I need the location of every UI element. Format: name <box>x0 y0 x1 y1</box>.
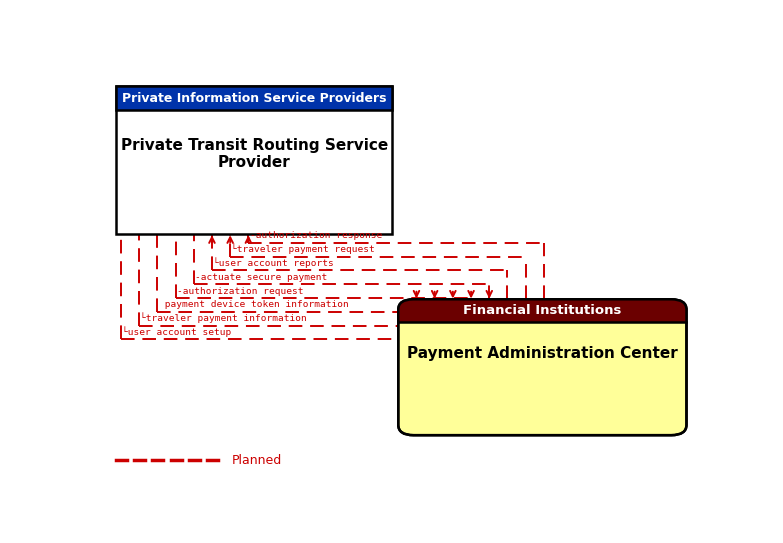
FancyBboxPatch shape <box>399 299 687 435</box>
Text: └user account setup: └user account setup <box>122 326 232 337</box>
Text: Financial Institutions: Financial Institutions <box>464 304 622 317</box>
Text: Payment Administration Center: Payment Administration Center <box>407 346 678 362</box>
Text: -authorization response: -authorization response <box>250 231 382 241</box>
Text: Private Information Service Providers: Private Information Service Providers <box>122 92 386 105</box>
FancyBboxPatch shape <box>116 86 392 235</box>
Text: -authorization request: -authorization request <box>177 287 303 295</box>
Text: -actuate secure payment: -actuate secure payment <box>195 273 327 282</box>
Text: Private Transit Routing Service
Provider: Private Transit Routing Service Provider <box>121 137 388 170</box>
Text: └traveler payment request: └traveler payment request <box>232 243 375 254</box>
FancyBboxPatch shape <box>116 86 392 110</box>
FancyBboxPatch shape <box>399 311 687 323</box>
Text: payment device token information: payment device token information <box>158 300 348 310</box>
Text: └traveler payment information: └traveler payment information <box>140 312 307 323</box>
Text: └user account reports: └user account reports <box>213 257 334 268</box>
FancyBboxPatch shape <box>399 299 687 323</box>
Text: Planned: Planned <box>232 454 282 467</box>
